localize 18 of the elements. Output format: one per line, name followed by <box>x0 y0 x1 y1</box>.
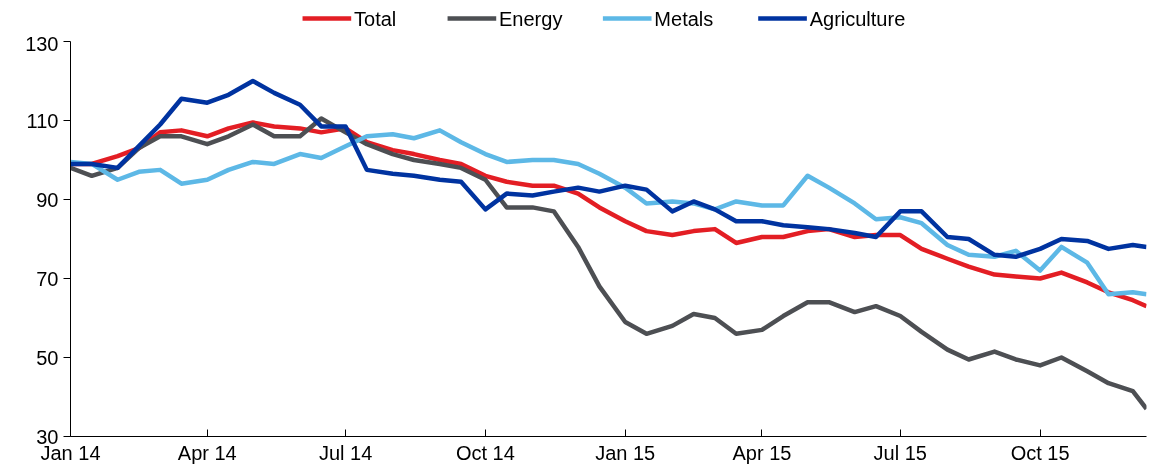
y-tick-label: 130 <box>25 32 59 55</box>
x-tick-label: Jan 15 <box>595 441 656 464</box>
x-tick-label: Jul 15 <box>873 441 927 464</box>
x-tick-label: Apr 14 <box>177 441 237 464</box>
legend-label: Energy <box>499 7 563 30</box>
y-tick-label: 90 <box>36 188 59 211</box>
x-tick-label: Oct 15 <box>1010 441 1070 464</box>
line-series <box>70 78 1147 260</box>
legend-label: Metals <box>654 7 714 30</box>
y-tick-label: 50 <box>36 346 59 369</box>
x-tick-label: Apr 15 <box>732 441 792 464</box>
y-tick-label: 110 <box>26 109 59 132</box>
legend-label: Agriculture <box>809 7 906 30</box>
x-tick-label: Oct 14 <box>455 441 515 464</box>
x-tick-label: Jul 14 <box>318 441 373 464</box>
line-series <box>70 116 1147 412</box>
y-tick-label: 70 <box>36 267 59 290</box>
legend-label: Total <box>354 7 397 30</box>
